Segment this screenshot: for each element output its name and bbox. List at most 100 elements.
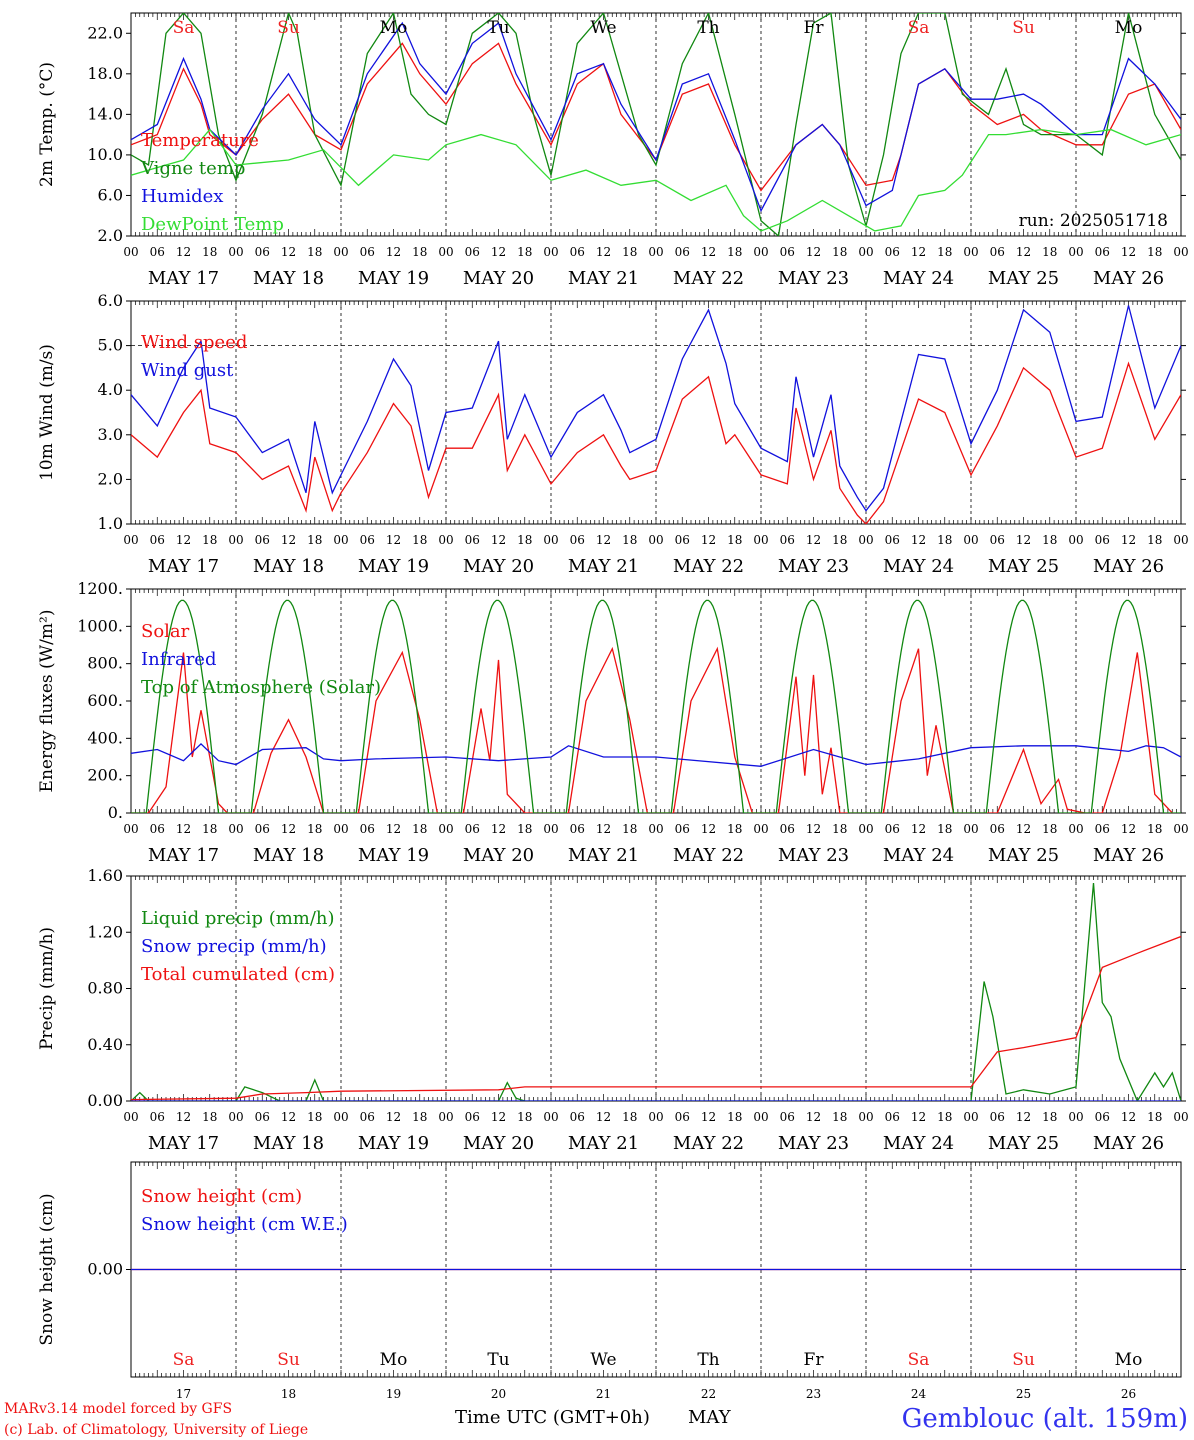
x-tick-label: 06: [570, 822, 585, 836]
x-tick-label: 06: [360, 533, 375, 547]
y-tick-label: 18.0: [87, 64, 123, 83]
day-number-label: 17: [176, 1387, 191, 1401]
x-tick-label: 12: [1121, 245, 1136, 259]
x-tick-label: 06: [990, 533, 1005, 547]
x-tick-label: 12: [281, 822, 296, 836]
y-axis-label: 10m Wind (m/s): [37, 344, 57, 481]
x-tick-label: 18: [937, 1110, 952, 1124]
x-tick-label: 18: [622, 245, 637, 259]
model-credit: MARv3.14 model forced by GFS: [4, 1401, 232, 1417]
x-tick-label: 00: [858, 533, 873, 547]
date-label: MAY 26: [1093, 845, 1164, 866]
y-tick-label: 0.80: [87, 979, 123, 998]
plot-frame: [130, 300, 1182, 525]
series-group: [131, 13, 1181, 236]
weekday-label: Sa: [908, 1350, 930, 1370]
x-tick-label: 00: [543, 245, 558, 259]
day-number-label: 18: [281, 1387, 296, 1401]
x-tick-label: 00: [543, 1110, 558, 1124]
date-label: MAY 24: [883, 268, 954, 289]
date-label: MAY 23: [778, 556, 849, 577]
legend-entry: Wind gust: [141, 360, 234, 381]
x-tick-label: 12: [386, 533, 401, 547]
x-tick-label: 06: [780, 245, 795, 259]
x-tick-label: 12: [701, 245, 716, 259]
date-label: MAY 22: [673, 556, 744, 577]
y-tick-label: 200.: [87, 766, 123, 785]
day-number-label: 20: [491, 1387, 506, 1401]
series-group: [131, 599, 1181, 813]
x-tick-label: 06: [885, 245, 900, 259]
x-tick-label: 00: [228, 245, 243, 259]
x-tick-label: 06: [1095, 1110, 1110, 1124]
x-tick-label: 00: [753, 533, 768, 547]
legend-entry: Liquid precip (mm/h): [141, 908, 335, 929]
x-tick-label: 00: [438, 533, 453, 547]
legend-entry: Temperature: [141, 130, 259, 151]
y-tick-label: 5.0: [98, 336, 123, 355]
weekday-label: Th: [697, 18, 719, 38]
x-tick-label: 06: [150, 822, 165, 836]
x-tick-label: 12: [596, 245, 611, 259]
y-tick-label: 4.0: [98, 380, 123, 399]
y-axis-label: Precip (mm/h): [37, 927, 57, 1050]
y-axis-label: Energy fluxes (W/m²): [37, 610, 57, 793]
x-tick-label: 12: [806, 533, 821, 547]
x-tick-label: 06: [465, 245, 480, 259]
x-tick-label: 12: [701, 1110, 716, 1124]
series-line-infrared: [131, 742, 1181, 767]
y-tick-label: 0.00: [87, 1260, 123, 1279]
legend-entry: Snow height (cm W.E.): [141, 1214, 348, 1235]
x-tick-label: 06: [1095, 245, 1110, 259]
x-tick-label: 12: [596, 1110, 611, 1124]
x-tick-label: 12: [386, 245, 401, 259]
date-label: MAY 18: [253, 268, 324, 289]
x-tick-label: 12: [281, 245, 296, 259]
x-tick-label: 12: [911, 245, 926, 259]
date-label: MAY 19: [358, 268, 429, 289]
x-tick-label: 18: [622, 1110, 637, 1124]
x-tick-label: 00: [228, 1110, 243, 1124]
x-tick-label: 06: [150, 245, 165, 259]
y-tick-label: 6.0: [98, 185, 123, 204]
x-tick-label: 18: [412, 822, 427, 836]
x-tick-label: 06: [780, 533, 795, 547]
x-tick-label: 00: [228, 533, 243, 547]
x-tick-label: 12: [1121, 533, 1136, 547]
month-label: MAY: [688, 1407, 732, 1428]
x-tick-label: 06: [1095, 533, 1110, 547]
x-tick-label: 00: [123, 245, 138, 259]
x-tick-label: 12: [1121, 822, 1136, 836]
x-axis-label: Time UTC (GMT+0h): [455, 1407, 650, 1428]
panel-5: 0.00 Snow height (cm) Snow height (cm) Snow…: [37, 1161, 1186, 1401]
y-tick-label: 1000.: [77, 616, 123, 635]
date-label: MAY 18: [253, 1133, 324, 1154]
panel-3: 0. 200. 400. 600. 800. 1000. 1200. Energy fluxe…: [37, 579, 1189, 866]
x-tick-label: 12: [701, 533, 716, 547]
x-tick-label: 18: [307, 822, 322, 836]
date-label: MAY 20: [463, 268, 534, 289]
y-tick-label: 600.: [87, 691, 123, 710]
x-tick-label: 06: [465, 533, 480, 547]
x-tick-label: 06: [465, 1110, 480, 1124]
x-tick-label: 18: [517, 1110, 532, 1124]
x-tick-label: 12: [176, 822, 191, 836]
x-tick-label: 18: [202, 533, 217, 547]
y-tick-label: 1.20: [87, 922, 123, 941]
x-tick-label: 00: [543, 822, 558, 836]
x-tick-label: 06: [780, 1110, 795, 1124]
x-tick-label: 00: [753, 245, 768, 259]
x-tick-label: 00: [1173, 1110, 1188, 1124]
x-tick-label: 12: [1121, 1110, 1136, 1124]
date-label: MAY 17: [148, 268, 219, 289]
x-tick-label: 18: [412, 533, 427, 547]
x-tick-label: 12: [1016, 533, 1031, 547]
weekday-label: Mo: [1115, 1350, 1143, 1370]
x-tick-label: 12: [596, 822, 611, 836]
weekday-label: We: [590, 1350, 616, 1370]
x-tick-label: 06: [465, 822, 480, 836]
date-label: MAY 23: [778, 1133, 849, 1154]
x-tick-label: 18: [1147, 1110, 1162, 1124]
legend-entry: Wind speed: [141, 332, 247, 353]
x-tick-label: 00: [1068, 533, 1083, 547]
